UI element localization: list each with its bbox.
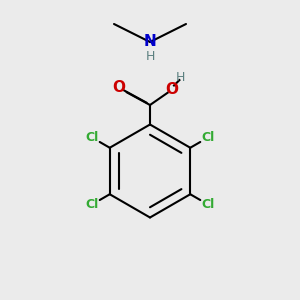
Text: O: O [165, 82, 178, 97]
Text: H: H [176, 70, 186, 84]
Text: Cl: Cl [202, 198, 215, 211]
Text: Cl: Cl [85, 198, 98, 211]
Text: O: O [112, 80, 126, 94]
Text: H: H [145, 50, 155, 64]
Text: Cl: Cl [202, 131, 215, 144]
Text: N: N [144, 34, 156, 50]
Text: Cl: Cl [85, 131, 98, 144]
